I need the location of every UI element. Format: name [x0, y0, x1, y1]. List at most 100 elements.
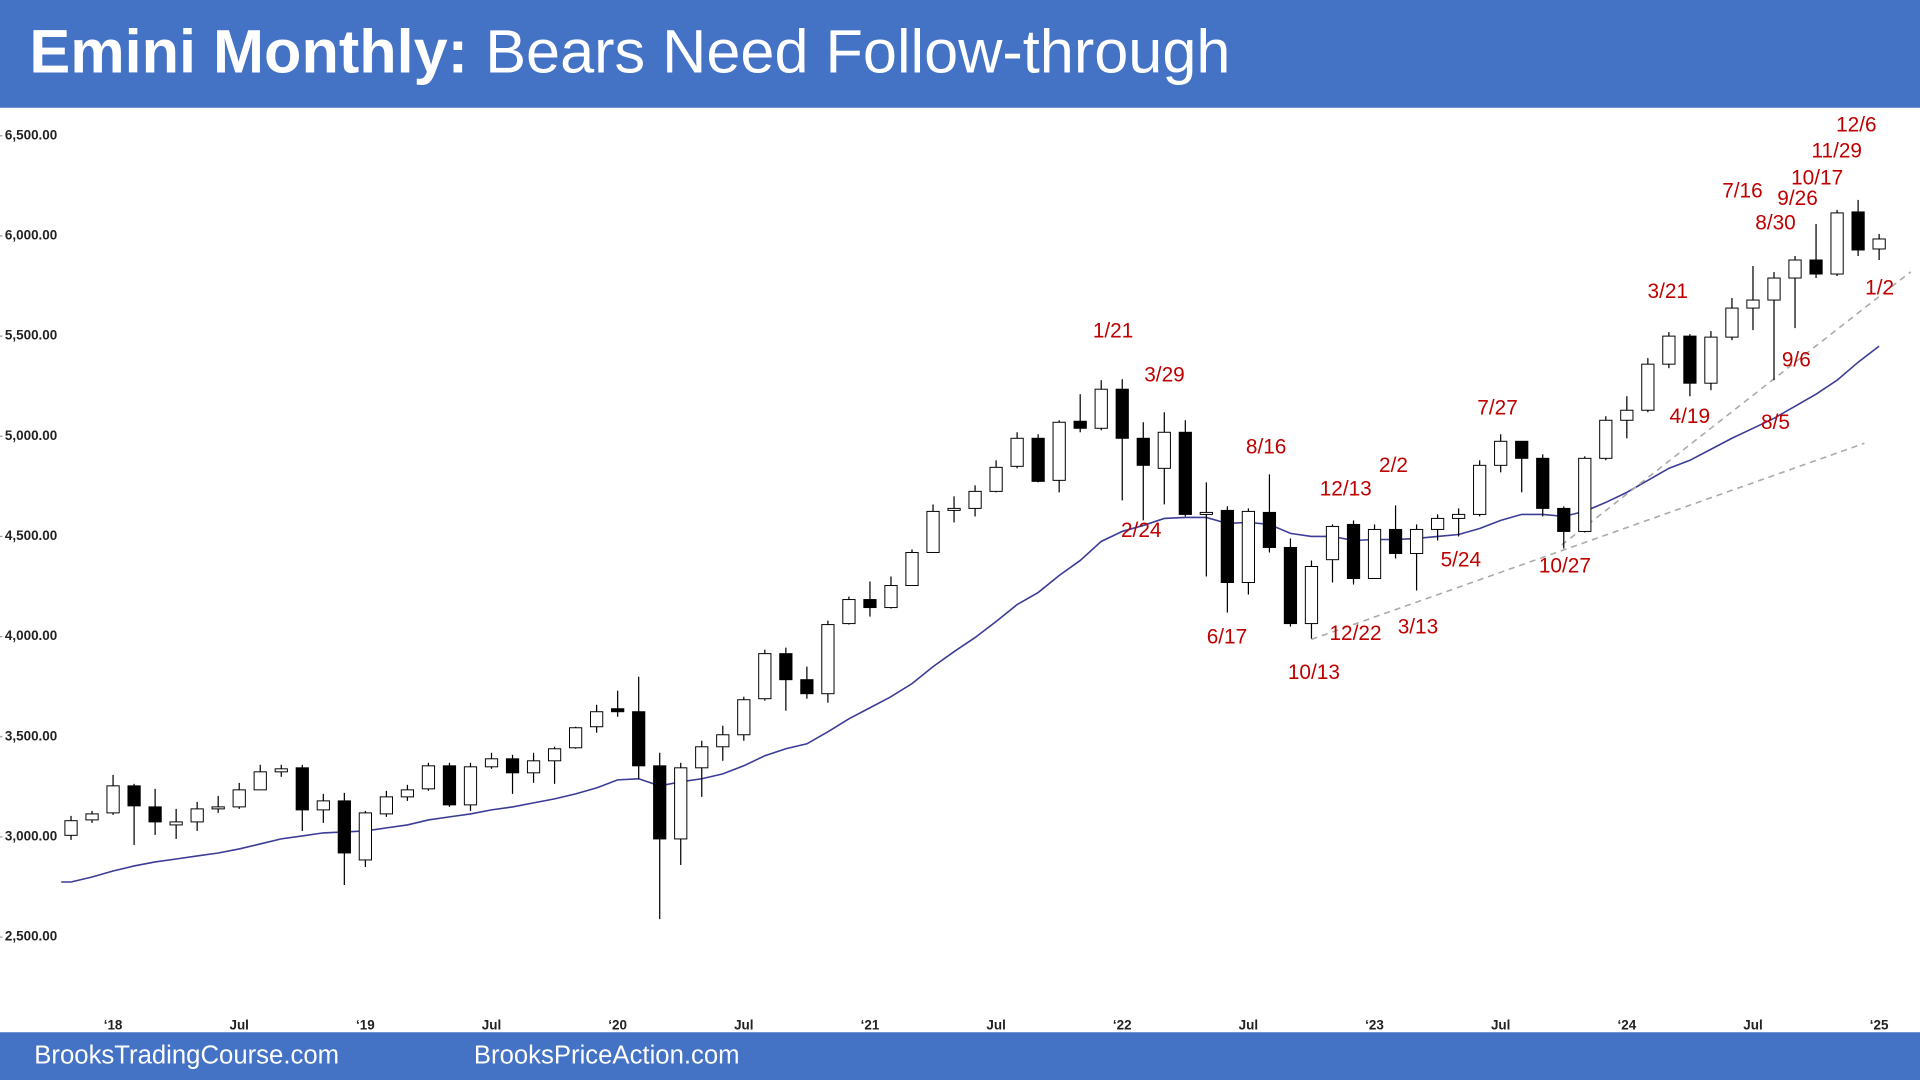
candle-body [1431, 517, 1445, 530]
candle-body [1094, 388, 1108, 429]
x-tick-label: Jul [229, 1018, 248, 1033]
trend-line [1561, 271, 1912, 546]
candle-body [1830, 212, 1844, 275]
annotation: 2/2 [1379, 454, 1408, 477]
candle-body [526, 760, 541, 774]
x-tick-label: Jul [482, 1018, 501, 1033]
candle-body [1683, 335, 1697, 384]
candle-body [148, 806, 162, 823]
footer-link[interactable]: BrooksTradingCourse.com [34, 1042, 339, 1070]
candle-body [1304, 566, 1319, 625]
candle-body [169, 821, 183, 826]
annotation: 6/17 [1207, 625, 1247, 648]
moving-average [61, 345, 1880, 883]
x-tick-label: Jul [734, 1018, 753, 1033]
y-tick-label: 6,000.00 [5, 228, 57, 243]
y-tick-label: 4,000.00 [5, 628, 57, 643]
candle-body [737, 699, 751, 736]
candle-body [926, 510, 940, 553]
candle-body [211, 806, 225, 810]
candle-body [1725, 307, 1739, 338]
candle-body [1388, 528, 1403, 554]
candle-body [863, 599, 877, 609]
candle-body [758, 653, 772, 700]
x-tick-label: ‘20 [608, 1018, 627, 1033]
candle-body [1052, 421, 1066, 481]
candle-body [653, 765, 667, 840]
y-tick-label: 4,500.00 [5, 528, 57, 543]
candle-body [295, 767, 309, 811]
candle-body [1325, 525, 1340, 561]
candle-body [590, 711, 604, 728]
annotation: 2/24 [1121, 519, 1161, 542]
candle-body [695, 746, 709, 769]
x-tick-label: Jul [1239, 1018, 1258, 1033]
annotation: 8/30 [1755, 212, 1795, 235]
candle-body [1115, 388, 1129, 439]
candle-body [989, 466, 1003, 492]
candle-body [1220, 509, 1234, 584]
annotation: 12/22 [1329, 622, 1381, 645]
candle-body [1073, 420, 1087, 429]
candle-body [632, 711, 646, 767]
candle-body [1494, 440, 1508, 466]
candle-body [821, 624, 835, 695]
candle-body [274, 768, 288, 773]
x-tick-label: ‘22 [1113, 1018, 1132, 1033]
footer-bar [0, 1032, 1920, 1080]
x-tick-label: ‘18 [104, 1018, 123, 1033]
candle-body [1809, 259, 1823, 275]
candle-body [1473, 464, 1487, 515]
candle-body [1788, 259, 1802, 279]
candle-body [1031, 437, 1045, 482]
candle-body [1578, 457, 1592, 532]
annotation: 1/21 [1093, 319, 1133, 342]
annotation: 9/26 [1777, 187, 1817, 210]
x-tick-label: Jul [1743, 1018, 1762, 1033]
candle-body [716, 734, 730, 748]
annotation: 7/16 [1722, 180, 1762, 203]
annotation: 3/13 [1398, 616, 1438, 639]
candle-body [1851, 211, 1865, 251]
annotation: 12/13 [1320, 477, 1372, 500]
chart-title: Emini Monthly: [29, 17, 468, 85]
x-tick-label: Jul [1491, 1018, 1510, 1033]
x-tick-label: ‘21 [861, 1018, 880, 1033]
candle-body [484, 758, 499, 768]
annotation: 4/19 [1670, 405, 1710, 428]
candle-body [947, 507, 961, 511]
candle-body [1409, 528, 1424, 554]
candle-body [442, 765, 457, 806]
candle-body [1283, 546, 1298, 625]
candle-body [968, 490, 982, 509]
candle-body [1262, 511, 1277, 548]
candle-body [232, 789, 246, 808]
candle-body [611, 708, 625, 713]
candle-body [1620, 409, 1634, 421]
candle-body [1010, 437, 1024, 467]
candle-body [64, 820, 78, 836]
footer-link[interactable]: BrooksPriceAction.com [474, 1042, 740, 1070]
candle-body [884, 585, 898, 609]
annotation: 5/24 [1441, 548, 1481, 571]
candle-body [85, 813, 99, 821]
x-tick-label: ‘25 [1870, 1018, 1889, 1033]
y-tick-label: 3,500.00 [5, 728, 57, 743]
annotation: 3/21 [1648, 280, 1688, 303]
candle-body [1767, 277, 1781, 301]
trend-line [1311, 442, 1865, 641]
candle-body [1452, 513, 1466, 519]
candle-body [800, 679, 814, 695]
candle-body [316, 800, 330, 811]
y-tick-label: 3,000.00 [5, 828, 57, 843]
candle-body [421, 765, 436, 790]
chart-subtitle: Bears Need Follow-through [485, 17, 1230, 85]
annotation: 3/29 [1144, 363, 1184, 386]
candle-body [1557, 507, 1571, 532]
annotation: 11/29 [1811, 139, 1862, 162]
candle-body [905, 551, 919, 587]
candle-body [337, 800, 351, 854]
candle-body [547, 748, 562, 762]
